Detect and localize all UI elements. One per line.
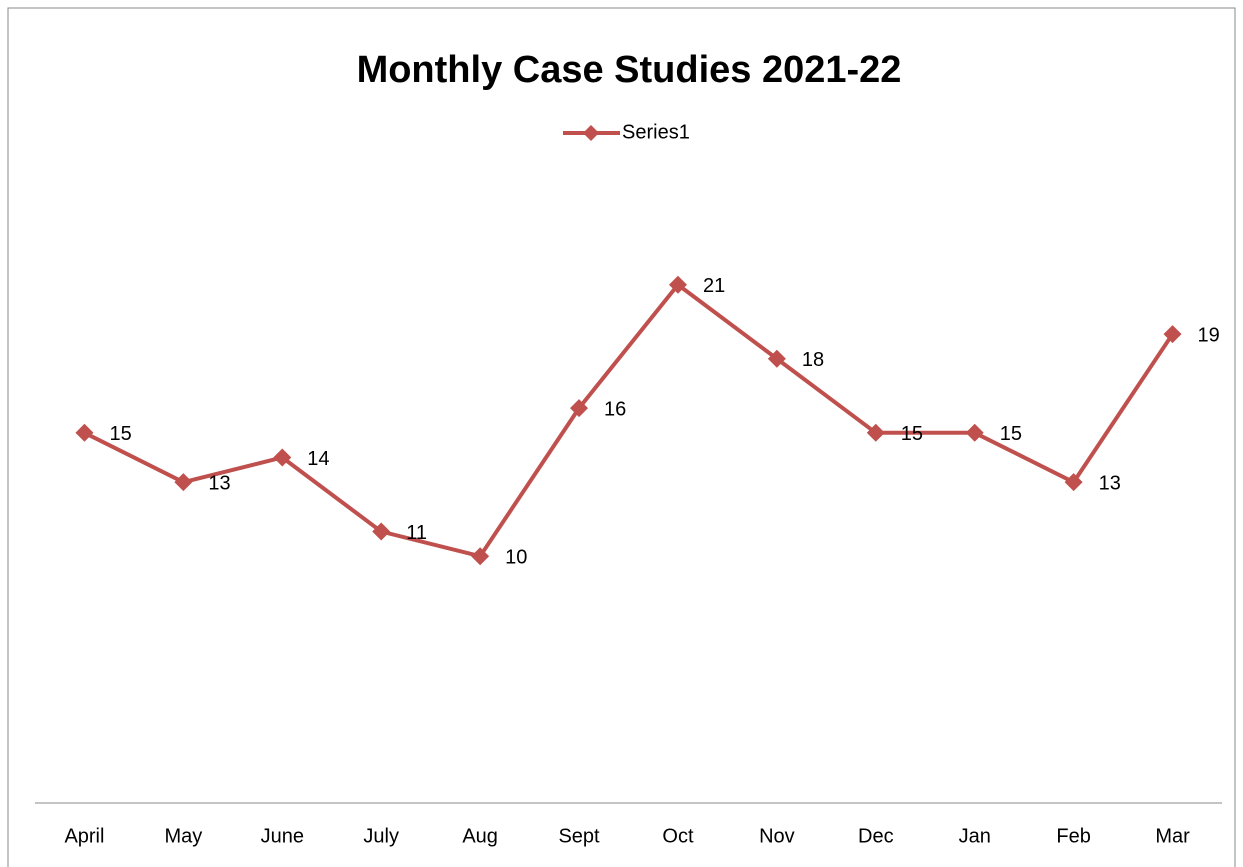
point-marker [965,423,984,442]
point-marker [767,349,786,368]
series-line [83,282,1175,559]
x-tick-label: Nov [759,825,795,847]
x-tick-label: Dec [858,825,894,847]
chart-title: Monthly Case Studies 2021-22 [357,49,902,91]
legend-marker [583,125,599,141]
x-tick-label: Feb [1056,825,1090,847]
x-tick-label: Oct [662,825,694,847]
data-label: 18 [802,349,824,371]
x-tick-label: Sept [558,825,600,847]
data-label: 11 [406,522,427,544]
data-label: 19 [1198,324,1220,346]
x-tick-label: April [64,825,104,847]
point-marker [1064,473,1083,492]
x-tick-label: May [164,825,202,847]
point-marker [273,448,292,467]
data-label: 21 [703,275,725,297]
legend-label: Series1 [622,121,690,143]
chart-frame [7,7,1236,867]
point-marker [174,473,193,492]
data-label: 15 [901,423,923,445]
point-marker [75,423,94,442]
x-tick-label: Jan [959,825,991,847]
point-marker [372,522,391,541]
point-marker [866,423,885,442]
x-tick-label: Aug [462,825,498,847]
data-label: 16 [604,398,626,420]
data-label: 15 [1000,423,1022,445]
data-label: 13 [208,472,230,494]
data-label: 14 [307,448,329,470]
data-label: 13 [1099,472,1121,494]
x-tick-label: June [261,825,304,847]
x-tick-label: Mar [1155,825,1190,847]
point-marker [668,275,687,294]
data-label: 10 [505,546,527,568]
point-marker [570,399,589,418]
x-tick-label: July [363,825,399,847]
point-marker [1163,325,1182,344]
data-label: 15 [109,423,131,445]
point-marker [471,547,490,566]
